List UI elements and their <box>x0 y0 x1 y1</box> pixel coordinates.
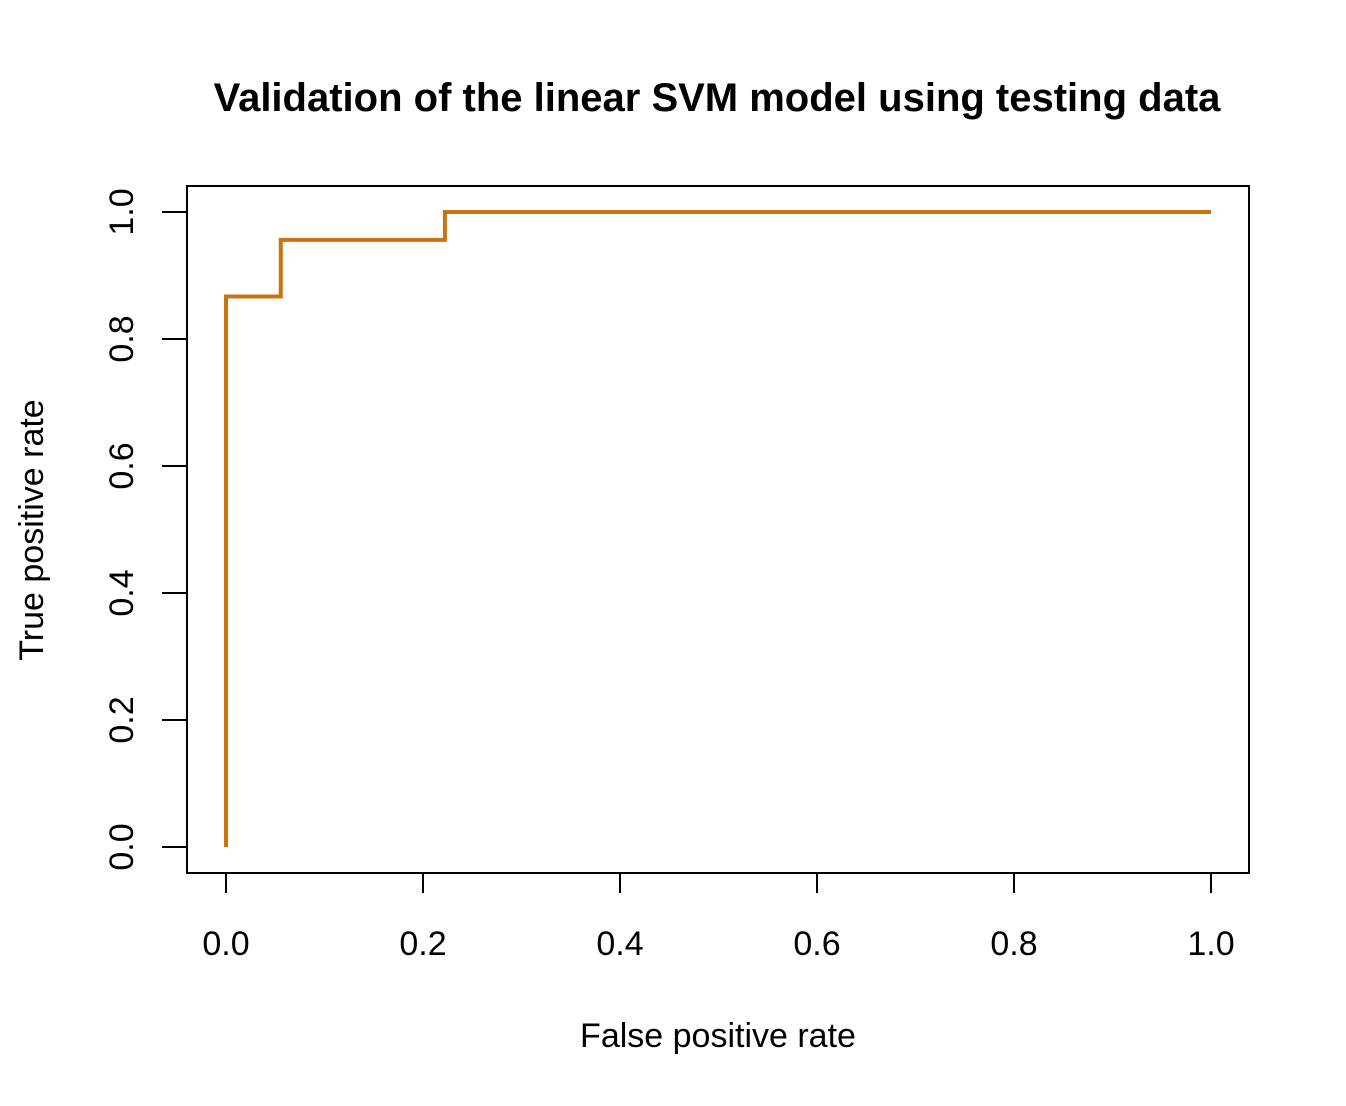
x-tick-label: 0.6 <box>793 925 840 963</box>
y-axis: 0.0 0.2 0.4 0.6 0.8 1.0 <box>103 188 188 871</box>
x-tick-label: 0.0 <box>202 925 249 963</box>
roc-curve <box>224 210 1211 847</box>
chart-title: Validation of the linear SVM model using… <box>214 76 1222 120</box>
x-tick-label: 0.4 <box>596 925 643 963</box>
x-axis-label: False positive rate <box>580 1017 856 1055</box>
y-axis-label: True positive rate <box>13 399 51 660</box>
x-axis: 0.0 0.2 0.4 0.6 0.8 1.0 <box>202 872 1235 963</box>
plot-frame <box>186 185 1250 874</box>
y-tick-label: 0.6 <box>103 442 141 489</box>
y-tick-label: 0.8 <box>103 315 141 362</box>
series-layer <box>224 210 1211 847</box>
y-tick-label: 0.0 <box>103 823 141 870</box>
x-tick-label: 0.2 <box>399 925 446 963</box>
y-tick-label: 0.4 <box>103 569 141 616</box>
x-tick-label: 0.8 <box>990 925 1037 963</box>
y-tick-label: 1.0 <box>103 188 141 235</box>
y-tick-label: 0.2 <box>103 696 141 743</box>
x-tick-label: 1.0 <box>1187 925 1234 963</box>
